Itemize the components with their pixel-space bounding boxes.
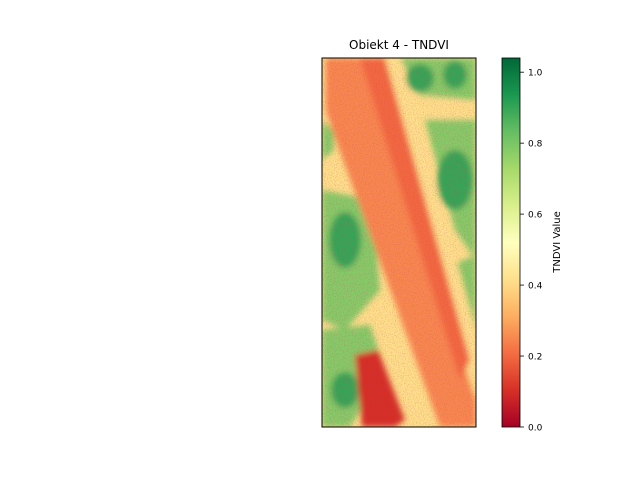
- tndvi-image: [322, 58, 476, 427]
- colorbar-ticks: 0.0 0.2 0.4 0.6 0.8 1.0: [520, 69, 543, 434]
- colorbar-tick-label: 0.8: [528, 140, 543, 150]
- colorbar-tick-label: 0.4: [528, 282, 543, 292]
- image-speckle: [322, 58, 476, 427]
- colorbar-tick-label: 1.0: [528, 69, 543, 79]
- colorbar: [501, 57, 521, 428]
- colorbar-tick-label: 0.6: [528, 211, 543, 221]
- chart-title: Obiekt 4 - TNDVI: [349, 38, 449, 52]
- colorbar-tick-label: 0.0: [528, 424, 543, 434]
- colorbar-tick-label: 0.2: [528, 353, 542, 363]
- colorbar-label: TNDVI Value: [552, 211, 563, 274]
- image-frame: [321, 57, 477, 428]
